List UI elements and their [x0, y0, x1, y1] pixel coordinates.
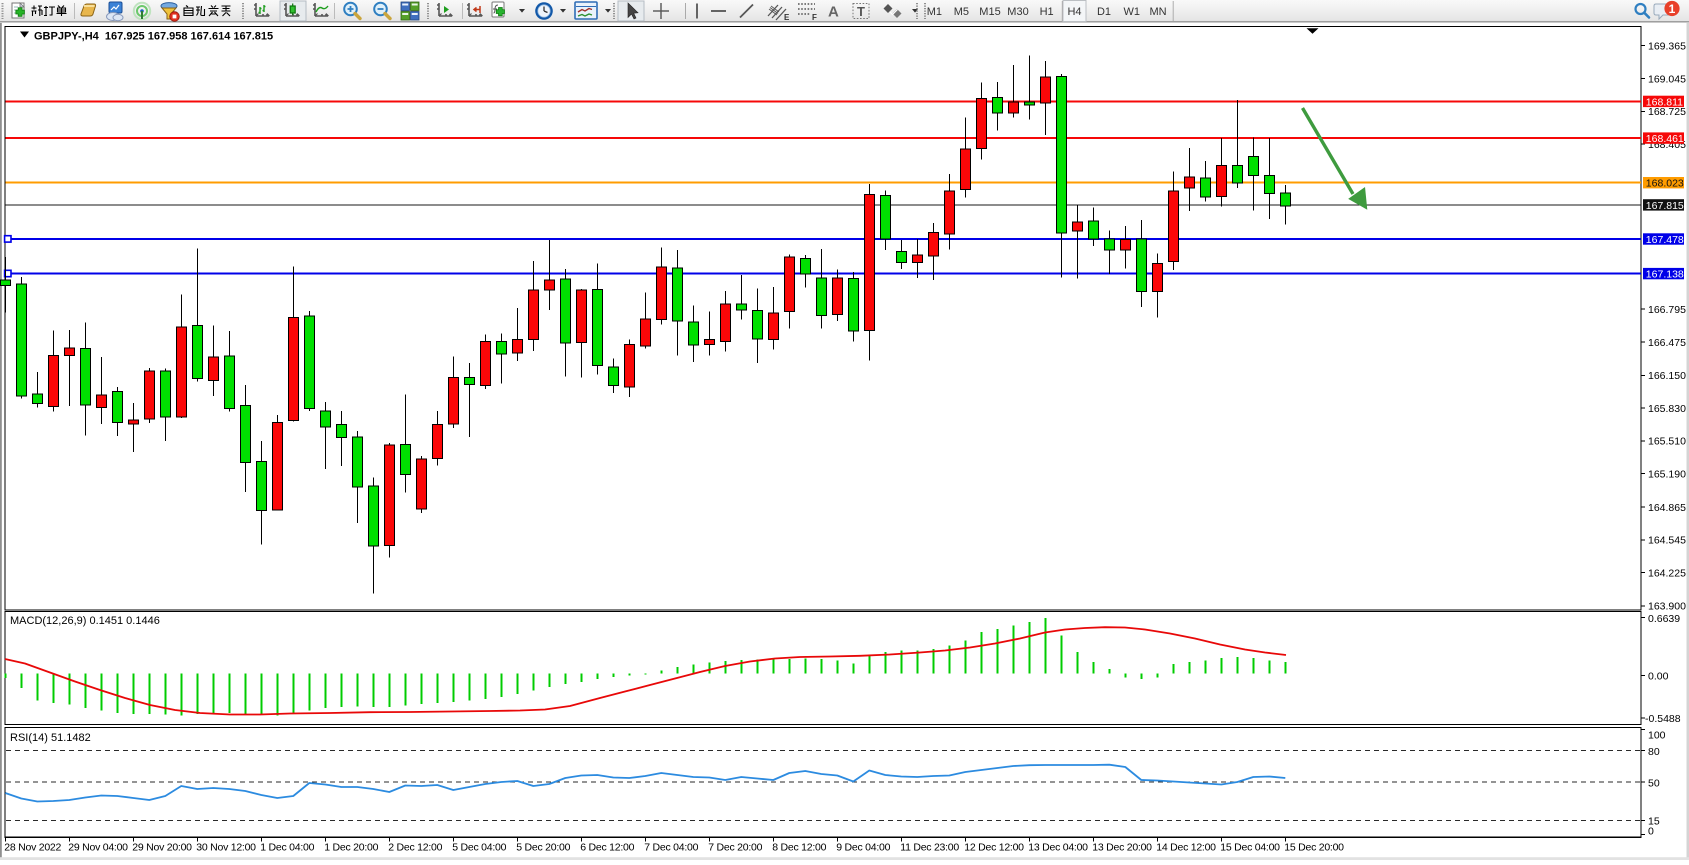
- svg-text:0: 0: [1648, 826, 1654, 838]
- svg-text:RSI(14) 51.1482: RSI(14) 51.1482: [10, 732, 91, 744]
- svg-text:5 Dec 04:00: 5 Dec 04:00: [452, 841, 506, 853]
- svg-text:M30: M30: [1007, 6, 1028, 18]
- svg-text:30 Nov 12:00: 30 Nov 12:00: [196, 841, 256, 853]
- svg-text:28 Nov 2022: 28 Nov 2022: [4, 841, 61, 853]
- svg-text:167.138: 167.138: [1646, 269, 1684, 281]
- svg-text:7 Dec 04:00: 7 Dec 04:00: [644, 841, 698, 853]
- svg-text:5 Dec 20:00: 5 Dec 20:00: [516, 841, 570, 853]
- svg-text:-0.5488: -0.5488: [1645, 713, 1681, 725]
- svg-text:14 Dec 12:00: 14 Dec 12:00: [1156, 841, 1216, 853]
- svg-text:9 Dec 04:00: 9 Dec 04:00: [836, 841, 890, 853]
- svg-text:E: E: [784, 13, 790, 22]
- svg-text:MACD(12,26,9) 0.1451 0.1446: MACD(12,26,9) 0.1451 0.1446: [10, 615, 160, 627]
- svg-text:165.510: 165.510: [1648, 436, 1686, 448]
- svg-text:166.150: 166.150: [1648, 370, 1686, 382]
- svg-text:165.190: 165.190: [1648, 469, 1686, 481]
- svg-text:2 Dec 12:00: 2 Dec 12:00: [388, 841, 442, 853]
- svg-text:12 Dec 12:00: 12 Dec 12:00: [964, 841, 1024, 853]
- svg-text:7 Dec 20:00: 7 Dec 20:00: [708, 841, 762, 853]
- svg-text:F: F: [812, 13, 817, 22]
- svg-text:163.900: 163.900: [1648, 601, 1686, 613]
- svg-text:0.00: 0.00: [1648, 671, 1669, 683]
- svg-text:0.6639: 0.6639: [1648, 613, 1680, 625]
- svg-text:167.478: 167.478: [1646, 234, 1684, 246]
- svg-text:MN: MN: [1149, 6, 1166, 18]
- svg-text:W1: W1: [1124, 6, 1141, 18]
- svg-text:11 Dec 23:00: 11 Dec 23:00: [900, 841, 959, 853]
- svg-text:50: 50: [1648, 777, 1660, 789]
- svg-text:13 Dec 04:00: 13 Dec 04:00: [1028, 841, 1088, 853]
- svg-text:29 Nov 04:00: 29 Nov 04:00: [68, 841, 128, 853]
- svg-text:169.365: 169.365: [1648, 41, 1686, 53]
- svg-text:8 Dec 12:00: 8 Dec 12:00: [772, 841, 826, 853]
- svg-text:100: 100: [1648, 730, 1666, 742]
- svg-text:13 Dec 20:00: 13 Dec 20:00: [1092, 841, 1152, 853]
- svg-text:164.545: 164.545: [1648, 535, 1686, 547]
- svg-text:A: A: [828, 4, 839, 21]
- svg-text:169.045: 169.045: [1648, 73, 1686, 85]
- svg-text:164.225: 164.225: [1648, 567, 1686, 579]
- svg-text:T: T: [857, 4, 865, 19]
- svg-text:1 Dec 20:00: 1 Dec 20:00: [324, 841, 378, 853]
- svg-text:M1: M1: [927, 6, 942, 18]
- svg-text:80: 80: [1648, 746, 1660, 758]
- svg-text:1: 1: [1669, 2, 1676, 16]
- svg-text:15 Dec 04:00: 15 Dec 04:00: [1220, 841, 1280, 853]
- svg-text:166.475: 166.475: [1648, 337, 1686, 349]
- svg-text:D1: D1: [1097, 6, 1111, 18]
- svg-text:H1: H1: [1040, 6, 1054, 18]
- svg-text:1 Dec 04:00: 1 Dec 04:00: [260, 841, 314, 853]
- svg-text:15 Dec 20:00: 15 Dec 20:00: [1284, 841, 1344, 853]
- svg-text:166.795: 166.795: [1648, 304, 1686, 316]
- svg-text:6 Dec 12:00: 6 Dec 12:00: [580, 841, 634, 853]
- svg-text:165.830: 165.830: [1648, 403, 1686, 415]
- svg-text:168.811: 168.811: [1646, 96, 1683, 108]
- svg-text:164.865: 164.865: [1648, 502, 1686, 514]
- svg-text:29 Nov 20:00: 29 Nov 20:00: [132, 841, 192, 853]
- svg-text:168.461: 168.461: [1646, 133, 1684, 145]
- svg-text:GBPJPY-,H4 167.925 167.958 16: GBPJPY-,H4 167.925 167.958 167.614 167.8…: [34, 31, 273, 43]
- svg-text:M15: M15: [979, 6, 1000, 18]
- svg-text:168.023: 168.023: [1646, 178, 1684, 190]
- svg-text:167.815: 167.815: [1646, 200, 1684, 212]
- svg-text:H4: H4: [1067, 6, 1081, 18]
- svg-text:M5: M5: [954, 6, 969, 18]
